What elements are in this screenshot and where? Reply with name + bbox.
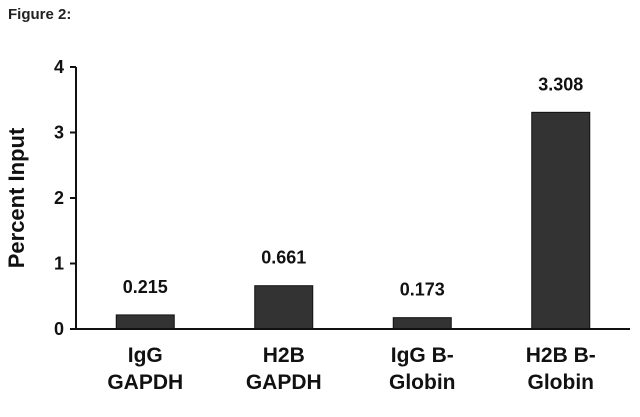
y-tick-label: 0 (54, 319, 64, 339)
y-axis-ticks: 0 1 2 3 4 (54, 57, 76, 339)
figure-label: Figure 2: (8, 6, 72, 23)
bar (115, 314, 175, 330)
y-tick-label: 1 (54, 254, 64, 274)
category-label: GAPDH (246, 371, 322, 394)
axes (75, 67, 630, 330)
category-label: H2B B- (526, 344, 596, 367)
category-label: GAPDH (107, 371, 183, 394)
category-label: IgG (128, 344, 163, 367)
y-axis-label: Percent Input (4, 127, 29, 268)
y-tick-label: 4 (54, 57, 64, 77)
data-label: 0.215 (123, 277, 168, 297)
category-label: H2B (263, 344, 305, 367)
data-label: 3.308 (538, 74, 583, 94)
bar (531, 111, 591, 330)
category-label: IgG B- (391, 344, 454, 367)
bar (392, 317, 452, 330)
y-tick-label: 3 (54, 123, 64, 143)
category-labels: IgG GAPDH H2B GAPDH IgG B- Globin H2B B- Globin (107, 344, 595, 394)
data-label: 0.173 (400, 280, 445, 300)
bar (254, 285, 314, 330)
category-label: Globin (528, 371, 595, 394)
y-tick-label: 2 (54, 188, 64, 208)
data-label: 0.661 (261, 248, 306, 268)
data-labels: 0.215 0.661 0.173 3.308 (123, 74, 584, 299)
category-label: Globin (389, 371, 456, 394)
bars (115, 111, 591, 330)
